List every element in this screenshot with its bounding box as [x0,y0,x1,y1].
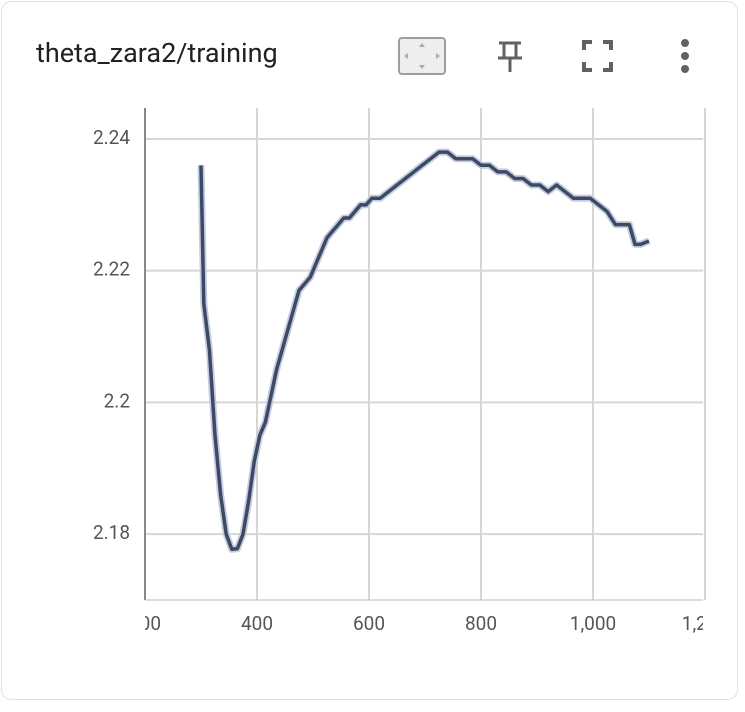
x-tick-label: 600 [353,612,385,635]
x-tick-label: 1,000 [570,612,616,635]
x-tick-label: 1,200 [682,612,728,635]
y-tick-label: 2.18 [93,521,130,544]
x-tick-label: 400 [241,612,273,635]
y-tick-label: 2.24 [93,126,130,149]
more-menu-button[interactable] [681,39,689,73]
fit-domain-button[interactable] [398,37,446,75]
x-tick-label: 200 [129,612,161,635]
fullscreen-button[interactable] [582,40,613,72]
pin-button[interactable] [498,41,522,72]
y-tick-label: 2.2 [104,389,130,412]
x-tick-label: 800 [465,612,497,635]
line [199,150,650,552]
y-tick-label: 2.22 [93,258,130,281]
chart-title: theta_zara2/training [36,37,278,69]
